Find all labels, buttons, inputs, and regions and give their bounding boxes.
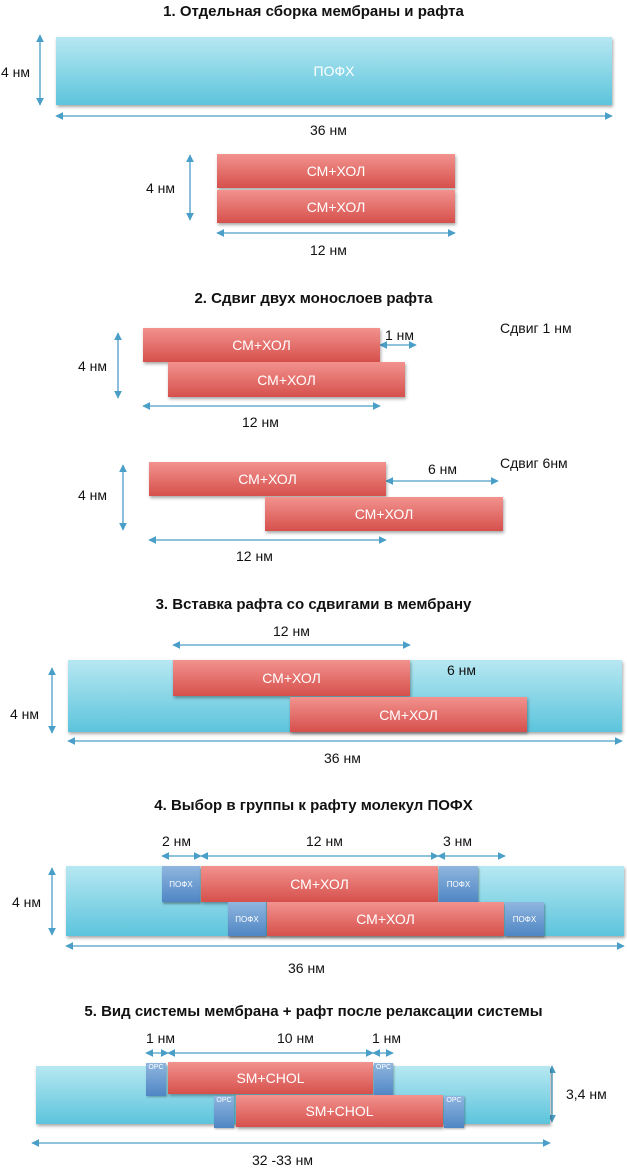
- s2b-raft-bottom: СМ+ХОЛ: [265, 497, 503, 531]
- s4-pofx-left-bottom: ПОФХ: [228, 902, 266, 936]
- s2a-shift-label: 1 нм: [385, 327, 415, 343]
- s1-width-label: 36 нм: [310, 122, 347, 138]
- s2b-height-label: 4 нм: [78, 487, 108, 503]
- s2a-width-label: 12 нм: [242, 414, 279, 430]
- s1-raft-height-label: 4 нм: [146, 180, 176, 196]
- section-1-title: 1. Отдельная сборка мембраны и рафта: [163, 3, 464, 20]
- s5-raft-top: SM+CHOL: [168, 1062, 373, 1094]
- s2b-shift-label: 6 нм: [428, 461, 458, 477]
- s2a-raft-bottom: СМ+ХОЛ: [168, 362, 405, 397]
- section-5-title: 5. Вид системы мембрана + рафт после рел…: [84, 1003, 543, 1020]
- section-3-title: 3. Вставка рафта со сдвигами в мембрану: [155, 596, 472, 613]
- s3-height-label: 4 нм: [10, 706, 40, 722]
- s4-width-label: 36 нм: [288, 960, 325, 976]
- s1-height-label: 4 нм: [1, 64, 31, 80]
- s4-mid-label: 12 нм: [306, 833, 343, 849]
- s5-left-gap-label: 1 нм: [146, 1030, 176, 1046]
- s4-left-gap-label: 2 нм: [162, 833, 192, 849]
- s5-opc-left-bottom: OPC: [214, 1096, 234, 1128]
- s5-height-label: 3,4 нм: [566, 1086, 607, 1102]
- s5-raft-bottom: SM+CHOL: [236, 1095, 443, 1127]
- s2a-caption: Сдвиг 1 нм: [500, 320, 572, 336]
- s1-raft-width-label: 12 нм: [310, 242, 347, 258]
- s5-right-gap-label: 1 нм: [372, 1030, 402, 1046]
- s2b-raft-top: СМ+ХОЛ: [149, 462, 386, 496]
- s4-pofx-right-top: ПОФХ: [439, 866, 478, 902]
- s1-membrane-label: ПОФХ: [313, 63, 355, 79]
- s1-raft-bottom: СМ+ХОЛ: [217, 190, 455, 223]
- s4-raft-bottom: СМ+ХОЛ: [267, 902, 504, 936]
- section-4-title: 4. Выбор в группы к рафту молекул ПОФХ: [154, 797, 473, 814]
- s4-pofx-right-bottom: ПОФХ: [505, 902, 544, 936]
- s3-raft-bottom: СМ+ХОЛ: [290, 697, 527, 732]
- s1-raft-top: СМ+ХОЛ: [217, 154, 455, 188]
- s5-width-label: 32 -33 нм: [252, 1152, 313, 1168]
- s3-top-width-label: 12 нм: [273, 623, 310, 639]
- s2a-raft-top: СМ+ХОЛ: [143, 328, 380, 362]
- s2b-caption: Сдвиг 6нм: [500, 455, 568, 471]
- s5-mid-label: 10 нм: [277, 1030, 314, 1046]
- s3-raft-top: СМ+ХОЛ: [173, 660, 410, 696]
- s3-shift-label: 6 нм: [447, 662, 477, 678]
- s2a-height-label: 4 нм: [78, 358, 108, 374]
- s5-opc-right-bottom: OPC: [444, 1096, 464, 1128]
- s1-membrane: ПОФХ: [56, 37, 612, 105]
- s5-opc-right-top: OPC: [374, 1063, 393, 1096]
- s4-height-label: 4 нм: [12, 894, 42, 910]
- s3-width-label: 36 нм: [324, 750, 361, 766]
- s2b-width-label: 12 нм: [236, 548, 273, 564]
- s4-raft-top: СМ+ХОЛ: [201, 866, 438, 902]
- s4-right-gap-label: 3 нм: [443, 833, 473, 849]
- s4-pofx-left-top: ПОФХ: [162, 866, 200, 902]
- s5-opc-left-top: OPC: [146, 1063, 166, 1096]
- section-2-title: 2. Сдвиг двух монослоев рафта: [194, 290, 433, 307]
